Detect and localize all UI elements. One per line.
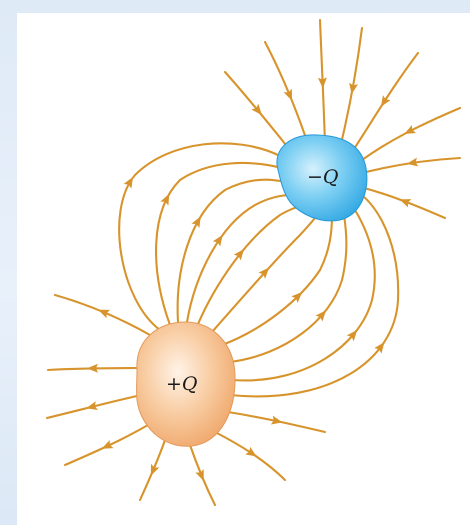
arrowhead-icon	[399, 199, 412, 208]
arrowhead-icon	[270, 415, 283, 425]
negative-charge-label: −Q	[307, 166, 339, 188]
arrowhead-icon	[380, 95, 391, 107]
arrowhead-icon	[101, 439, 114, 449]
arrowhead-icon	[86, 401, 98, 410]
arrowhead-icon	[291, 291, 303, 303]
arrowhead-icon	[315, 310, 327, 322]
arrowhead-icon	[283, 88, 292, 101]
arrowhead-icon	[212, 234, 223, 247]
positive-charge: +Q	[136, 321, 236, 447]
arrowhead-icon	[150, 463, 160, 476]
field-line-connect-2	[155, 161, 284, 327]
arrowhead-icon	[374, 342, 385, 354]
figure-panel	[17, 13, 470, 525]
arrowhead-icon	[98, 309, 111, 319]
field-line-connect-6	[210, 210, 320, 334]
negative-charge: −Q	[276, 134, 368, 222]
field-line-connect-1	[118, 142, 280, 332]
arrowhead-icon	[233, 248, 245, 261]
arrowhead-icon	[349, 82, 358, 95]
arrowhead-icon	[346, 329, 358, 342]
negative-charge-blob	[276, 134, 368, 222]
field-line-connect-5	[196, 204, 307, 326]
positive-charge-blob	[136, 321, 236, 447]
field-line-connect-4	[185, 193, 294, 324]
arrowhead-icon	[317, 77, 327, 89]
field-lines	[45, 18, 462, 507]
field-line-in-5	[360, 106, 462, 162]
arrowhead-icon	[404, 125, 417, 135]
arrowheads	[86, 77, 419, 481]
field-line-out-7	[213, 430, 287, 482]
field-line-connect-8	[228, 213, 348, 364]
arrowhead-icon	[406, 157, 419, 167]
field-line-connect-7	[220, 213, 334, 347]
arrowhead-icon	[195, 469, 204, 481]
arrowhead-icon	[251, 103, 262, 116]
arrowhead-icon	[86, 363, 99, 373]
arrowhead-icon	[258, 267, 270, 279]
positive-charge-label: +Q	[166, 373, 198, 395]
arrowhead-icon	[245, 446, 257, 457]
arrowhead-icon	[123, 176, 134, 189]
field-line-connect-9	[231, 208, 376, 382]
field-line-connect-3	[176, 178, 287, 324]
arrowhead-icon	[191, 216, 201, 229]
arrowhead-icon	[160, 193, 170, 206]
field-line-connect-10	[228, 193, 400, 398]
